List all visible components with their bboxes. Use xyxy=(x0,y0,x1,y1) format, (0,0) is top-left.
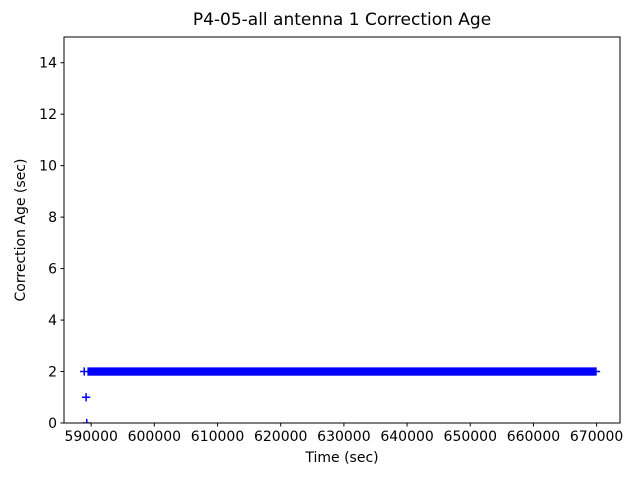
y-tick-label: 6 xyxy=(48,262,57,278)
x-tick-label: 610000 xyxy=(191,429,244,445)
plot-border xyxy=(63,36,621,424)
x-tick-label: 650000 xyxy=(444,429,497,445)
y-tick-label: 0 xyxy=(48,416,57,432)
data-point xyxy=(80,367,89,376)
x-tick-label: 640000 xyxy=(380,429,433,445)
data-point xyxy=(591,367,601,376)
data-layer xyxy=(80,367,601,423)
chart-title: P4-05-all antenna 1 Correction Age xyxy=(192,10,492,30)
data-band xyxy=(87,367,596,376)
data-point xyxy=(82,418,91,423)
y-tick-label: 4 xyxy=(48,313,57,329)
x-tick-label: 590000 xyxy=(64,429,117,445)
x-axis-label: Time (sec) xyxy=(305,450,379,466)
y-tick-label: 10 xyxy=(39,159,57,175)
x-tick-label: 600000 xyxy=(128,429,181,445)
y-tick-label: 12 xyxy=(39,107,57,123)
x-tick-label: 670000 xyxy=(570,429,623,445)
data-point xyxy=(81,393,91,402)
y-tick-label: 2 xyxy=(48,365,57,381)
y-tick-label: 14 xyxy=(39,56,57,72)
x-tick-label: 620000 xyxy=(254,429,307,445)
x-tick-label: 660000 xyxy=(507,429,560,445)
x-tick-label: 630000 xyxy=(317,429,370,445)
y-tick-label: 8 xyxy=(48,210,57,226)
